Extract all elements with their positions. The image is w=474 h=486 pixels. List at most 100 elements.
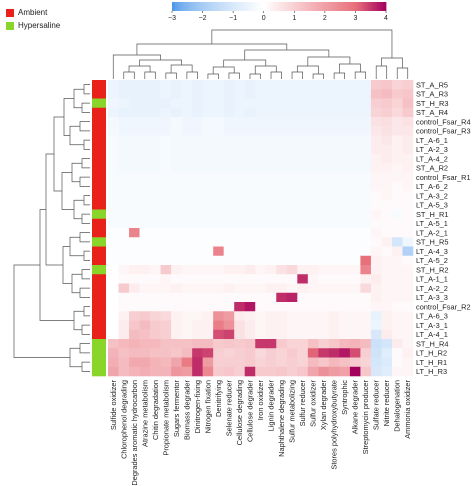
row-group-cell <box>92 209 106 220</box>
heatmap-cell <box>244 292 256 303</box>
heatmap-cell <box>265 255 277 266</box>
heatmap-cell <box>318 181 330 192</box>
column-label: Alkane degrader <box>351 379 360 434</box>
heatmap-cell <box>255 154 267 164</box>
heatmap-cell <box>139 329 151 340</box>
heatmap-cell <box>202 311 214 321</box>
heatmap-cell <box>370 163 382 173</box>
heatmap-cell <box>381 98 393 109</box>
heatmap-cell <box>328 135 340 146</box>
heatmap-cell <box>118 172 130 183</box>
row-dendrogram-branch <box>53 116 64 192</box>
row-group-cell <box>92 320 106 331</box>
heatmap-cell <box>307 144 319 155</box>
column-label: Degrades aromatic hydrocarbon <box>130 380 139 486</box>
heatmap-cell <box>391 348 403 358</box>
colorbar-segment <box>266 2 271 11</box>
colorbar-segment <box>300 2 304 11</box>
heatmap-cell <box>234 191 246 201</box>
row-dendrogram-branch <box>83 139 90 150</box>
column-dendrogram-branch <box>375 65 388 79</box>
row-label: LT_A-6_2 <box>416 182 448 191</box>
heatmap-cell <box>328 144 340 155</box>
column-label: Propionate metabolism <box>161 380 170 456</box>
heatmap-cell <box>234 329 246 340</box>
heatmap-cell <box>297 209 309 220</box>
column-dendrogram-branch <box>186 71 198 79</box>
heatmap-cell <box>150 274 161 284</box>
heatmap-cell <box>171 329 182 340</box>
heatmap-cell <box>234 265 246 275</box>
heatmap-cell <box>286 329 298 340</box>
heatmap-cell <box>360 200 372 210</box>
column-label: Nitrogen fixation <box>203 380 212 433</box>
heatmap-cell <box>108 366 119 377</box>
heatmap-cell <box>160 292 172 303</box>
heatmap-cell <box>370 98 382 109</box>
heatmap-cell <box>223 200 235 210</box>
heatmap-cell <box>339 329 351 340</box>
heatmap-cell <box>244 135 256 146</box>
heatmap-cell <box>328 339 340 349</box>
heatmap-cell <box>349 135 361 146</box>
heatmap-cell <box>381 144 393 155</box>
heatmap-cell <box>160 144 172 155</box>
heatmap-cell <box>202 80 214 90</box>
heatmap-cell <box>202 172 214 183</box>
heatmap-cell <box>402 366 414 377</box>
heatmap-cell <box>139 172 151 183</box>
heatmap-cell <box>318 135 330 146</box>
heatmap-cell <box>255 348 267 358</box>
heatmap-cell <box>192 366 203 377</box>
heatmap-cell <box>244 191 256 201</box>
heatmap-cell <box>202 163 214 173</box>
heatmap-cell <box>381 366 393 377</box>
heatmap-cell <box>234 255 246 266</box>
heatmap-cell <box>129 200 140 210</box>
heatmap-cell <box>391 255 403 266</box>
heatmap-cell <box>244 218 256 229</box>
heatmap-cell <box>297 163 309 173</box>
heatmap-cell <box>139 163 151 173</box>
column-label: Denitrifying <box>214 380 223 417</box>
heatmap-cell <box>160 311 172 321</box>
heatmap-cell <box>360 181 372 192</box>
heatmap-cell <box>129 154 140 164</box>
column-label: Sulfate reducer <box>372 379 381 430</box>
heatmap-cell <box>213 302 224 312</box>
heatmap-cell <box>244 274 256 284</box>
heatmap-cell <box>202 339 214 349</box>
legend-label-ambient: Ambient <box>18 8 48 17</box>
row-label: ST_A_R5 <box>416 80 448 89</box>
heatmap-cell <box>370 329 382 340</box>
heatmap-cell <box>391 163 403 173</box>
heatmap-cell <box>328 209 340 220</box>
heatmap-cell <box>265 366 277 377</box>
heatmap-cell <box>192 274 203 284</box>
row-dendrogram-branch <box>79 176 90 187</box>
heatmap-cell <box>286 209 298 220</box>
heatmap-cell <box>150 265 161 275</box>
heatmap-cell <box>339 366 351 377</box>
colorbar-segment <box>239 2 243 11</box>
heatmap-cell <box>108 98 119 109</box>
heatmap-cell <box>276 311 288 321</box>
heatmap-cell <box>402 181 414 192</box>
heatmap-cell <box>108 89 119 99</box>
colorbar-tick-label: 1 <box>292 15 296 22</box>
legend-label-hypersaline: Hypersaline <box>18 21 61 30</box>
heatmap-cell <box>255 302 267 312</box>
heatmap-cell <box>192 98 203 109</box>
heatmap-cell <box>297 357 309 368</box>
heatmap-cell <box>202 107 214 118</box>
heatmap-cell <box>150 107 161 118</box>
heatmap-cell <box>234 200 246 210</box>
heatmap-cell <box>339 107 351 118</box>
heatmap-cell <box>108 200 119 210</box>
heatmap-cell <box>150 246 161 257</box>
heatmap-cell <box>181 200 193 210</box>
heatmap-cell <box>360 329 372 340</box>
heatmap-cell <box>223 80 235 90</box>
row-label: control_Fsar_R3 <box>416 127 471 136</box>
heatmap-cell <box>339 339 351 349</box>
